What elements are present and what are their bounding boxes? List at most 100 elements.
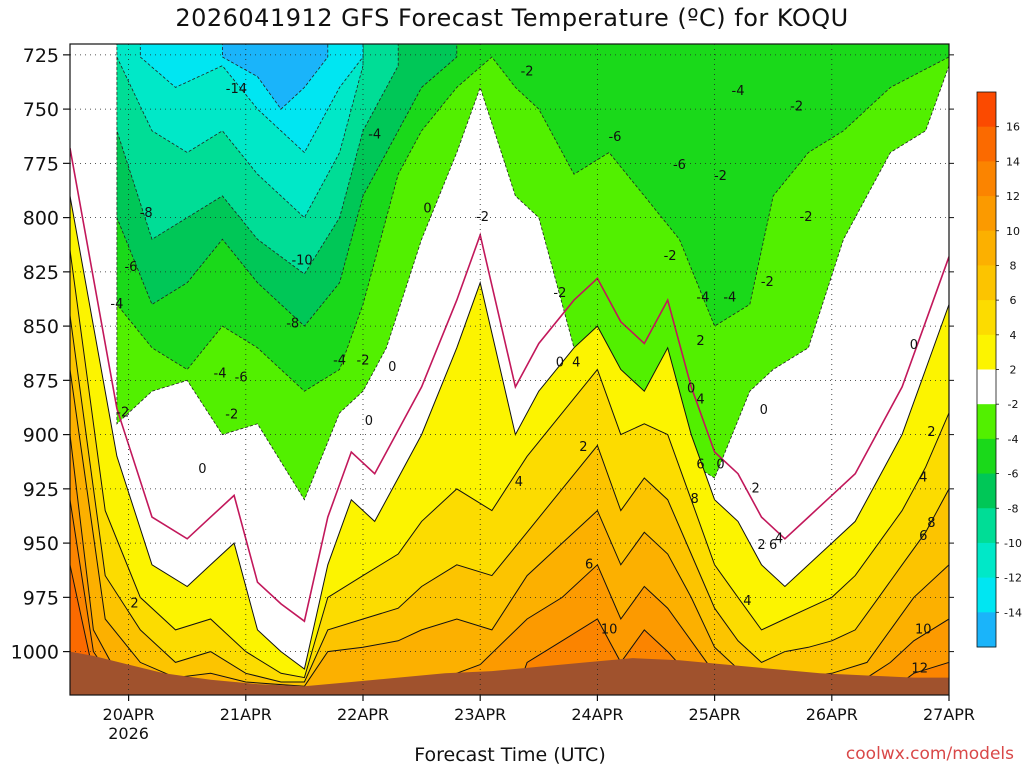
colorbar-label: 10 (1006, 225, 1020, 238)
colorbar-swatch (977, 161, 996, 197)
contour-label: -4 (723, 290, 736, 305)
colorbar-swatch (977, 196, 996, 232)
chart-title: 2026041912 GFS Forecast Temperature (ºC)… (175, 4, 849, 32)
colorbar-label: 14 (1006, 155, 1020, 168)
contour-label: 0 (365, 414, 373, 429)
plot-area: -14-8-6-4-10-8-4 -6-2 -20-4-4 -2 000-2-2-20 4… (70, 44, 949, 695)
colorbar-swatch (977, 404, 996, 440)
contour-label: 0 (198, 462, 206, 477)
colorbar-label: 12 (1006, 190, 1020, 203)
y-tick-label: 725 (23, 45, 59, 67)
x-tick-label: 22APR (337, 705, 389, 724)
x-tick-label: 25APR (689, 705, 741, 724)
contour-label: 2 (696, 334, 704, 349)
x-tick-label: 27APR (923, 705, 975, 724)
contour-label: -10 (291, 254, 312, 269)
y-tick-label: 800 (23, 208, 59, 230)
contour-label: -4 (696, 290, 709, 305)
contour-label: -6 (124, 260, 137, 275)
x-tick-label: 20APR (103, 705, 155, 724)
y-tick-label: 925 (23, 479, 59, 501)
contour-label: -4 (214, 366, 227, 381)
contour-label: 0 (910, 338, 918, 353)
colorbar-label: -4 (1008, 433, 1019, 446)
warm-band-2 (70, 195, 949, 695)
colorbar-label: -12 (1004, 572, 1022, 585)
contour-label: 0 (423, 201, 431, 216)
contour-label: -2 (800, 210, 813, 225)
contour-label: -4 (110, 297, 123, 312)
y-tick-label: 775 (23, 153, 59, 175)
contour-label: -2 (761, 275, 774, 290)
contour-label: -8 (286, 316, 299, 331)
colorbar-swatch (977, 473, 996, 509)
colorbar-label: 8 (1010, 259, 1017, 272)
contour-label: 12 (911, 661, 928, 676)
contour-label: -2 (476, 210, 489, 225)
colorbar-label: -2 (1008, 398, 1019, 411)
contour-label: -2 (521, 65, 534, 80)
colorbar-swatch (977, 612, 996, 648)
contour-label: -4 (333, 353, 346, 368)
cold-band--16 (222, 44, 329, 110)
contour-label: -14 (226, 82, 247, 97)
warm-band-8 (70, 369, 949, 695)
freezing-line (70, 148, 949, 623)
contour-label: 0 (556, 355, 564, 370)
contour-label: 2 (927, 425, 935, 440)
colorbar-label: 2 (1010, 364, 1017, 377)
colorbar-swatch (977, 508, 996, 544)
y-tick-label: 900 (23, 425, 59, 447)
colorbar-swatch (977, 126, 996, 162)
x-tick-sublabel: 2026 (108, 724, 149, 743)
contour-label: -2 (790, 99, 803, 114)
contour-label: 0 (716, 457, 724, 472)
contour-label: 4 (515, 475, 523, 490)
y-tick-label: 750 (23, 99, 59, 121)
y-tick-label: 1000 (11, 642, 59, 664)
y-tick-label: 875 (23, 370, 59, 392)
contour-label: 2 (579, 440, 587, 455)
credit-link[interactable]: coolwx.com/models (845, 744, 1014, 764)
contour-label: -2 (225, 408, 238, 423)
contour-label: 4 (775, 531, 783, 546)
contour-label: 8 (691, 492, 699, 507)
colorbar-swatch (977, 542, 996, 579)
contour-label: 6 (585, 557, 593, 572)
contour-label: 6 (696, 457, 704, 472)
contour-label: -2 (714, 169, 727, 184)
x-axis-title: Forecast Time (UTC) (414, 744, 606, 766)
contour-label: -6 (235, 371, 248, 386)
contour-label: -8 (140, 206, 153, 221)
contour-label: 6 (769, 538, 777, 553)
contour-label: -6 (608, 130, 621, 145)
contour-label: 4 (919, 471, 927, 486)
contour-label: 0 (760, 403, 768, 418)
colorbar-swatch (977, 369, 996, 405)
plot-border (69, 43, 950, 696)
contour-label: 4 (572, 355, 580, 370)
x-tick-label: 21APR (220, 705, 272, 724)
contour-label: 6 (919, 529, 927, 544)
contour-label: 2 (751, 481, 759, 496)
contour-label: 0 (687, 382, 695, 397)
colorbar-label: 16 (1006, 121, 1020, 134)
colorbar-swatch (977, 438, 996, 475)
y-tick-label: 825 (23, 262, 59, 284)
contour-label: -2 (664, 249, 677, 264)
contour-label: -6 (673, 158, 686, 173)
contour-label: 8 (927, 516, 935, 531)
x-tick-label: 23APR (454, 705, 506, 724)
contour-label: -4 (368, 128, 381, 143)
colorbar-swatch (977, 230, 996, 266)
contour-label: -2 (357, 353, 370, 368)
x-tick-label: 26APR (806, 705, 858, 724)
contour-label: 2 (757, 538, 765, 553)
contour-label: 0 (388, 360, 396, 375)
colorbar-swatch (977, 577, 996, 613)
contour-label: 10 (915, 622, 932, 637)
y-tick-label: 975 (23, 587, 59, 609)
colorbar-label: 6 (1010, 294, 1017, 307)
y-tick-label: 850 (23, 316, 59, 338)
